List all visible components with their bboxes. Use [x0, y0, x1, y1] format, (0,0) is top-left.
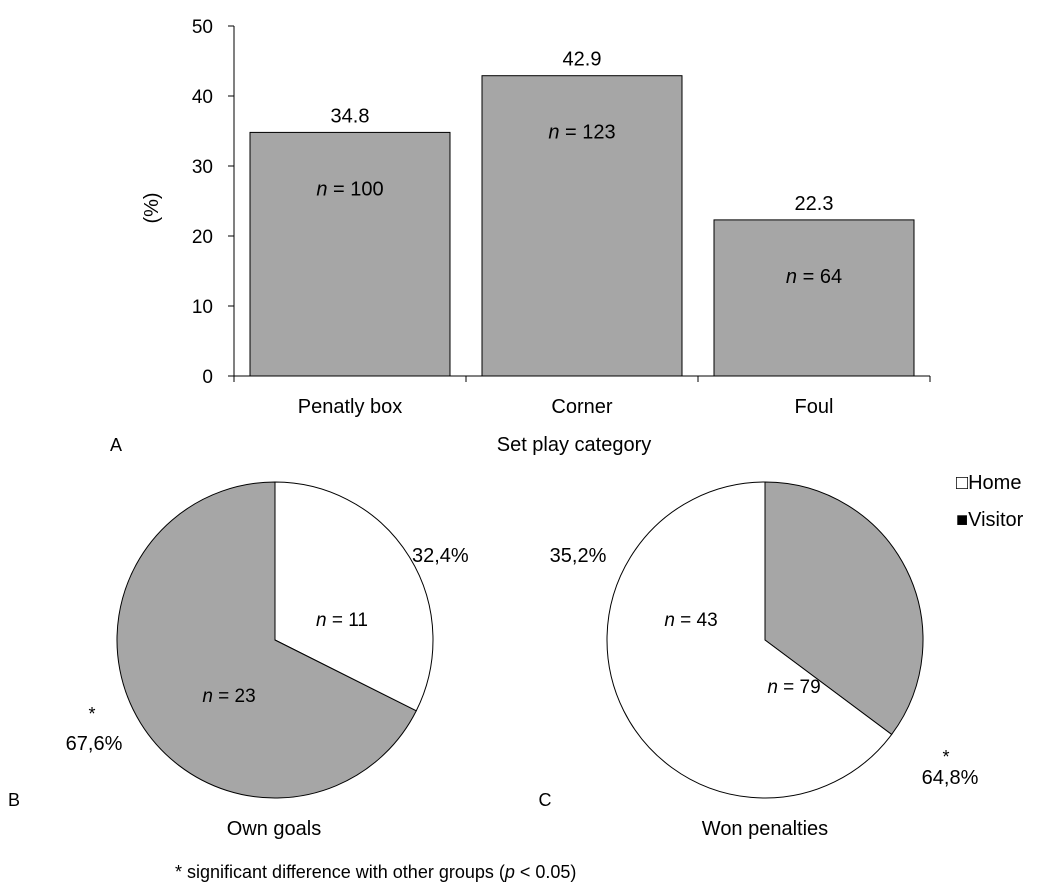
- legend-item-home: □Home: [956, 472, 1021, 494]
- footnote-star: *: [175, 862, 182, 882]
- bar-n-label: n = 100: [316, 178, 383, 200]
- pie-n-eq: =: [327, 610, 349, 631]
- bar-n-symbol: n: [316, 178, 327, 200]
- y-axis-label: (%): [141, 192, 163, 223]
- y-tick-label: 20: [192, 227, 213, 248]
- pie-n-eq: =: [213, 686, 235, 707]
- legend-marker-home: □: [956, 472, 968, 494]
- pie-n-value: 23: [235, 686, 256, 707]
- pie-won-penalties: n = 79 64,8%* n = 43 35,2%: [550, 481, 979, 799]
- bar-n-value: 64: [820, 266, 842, 288]
- pie-title-own-goals: Own goals: [227, 818, 322, 840]
- pie-n-label: n = 23: [202, 686, 255, 707]
- x-tick-label: Corner: [551, 396, 612, 418]
- bar-n-symbol: n: [548, 122, 559, 144]
- footnote-text: significant difference with other groups…: [182, 862, 505, 882]
- pie-n-symbol: n: [202, 686, 213, 707]
- pie-percent-label: 32,4%: [412, 545, 469, 567]
- pie-n-symbol: n: [767, 677, 778, 698]
- pie-slice-home: [274, 481, 434, 712]
- pie-n-symbol: n: [664, 610, 675, 631]
- y-ticks: 0 10 20 30 40 50: [192, 17, 234, 388]
- bar-n-value: 100: [350, 178, 383, 200]
- y-tick-label: 50: [192, 17, 213, 38]
- pie-slice-visitor: [764, 481, 924, 736]
- pie-n-value: 11: [348, 610, 368, 631]
- pie-n-symbol: n: [316, 610, 327, 631]
- footnote-p: p: [504, 862, 515, 882]
- bar-n-eq: =: [327, 178, 350, 200]
- legend-item-visitor: ■Visitor: [956, 509, 1024, 531]
- pie-n-value: 79: [800, 677, 821, 698]
- x-tick-label: Foul: [795, 396, 834, 418]
- panel-label-b: B: [8, 790, 20, 810]
- y-tick-label: 10: [192, 297, 213, 318]
- pie-n-label: n = 11: [316, 610, 368, 631]
- x-axis-label: Set play category: [497, 434, 652, 456]
- footnote-tail: < 0.05): [515, 862, 577, 882]
- pie-percent-label: 35,2%: [550, 545, 607, 567]
- pie-percent-label: 67,6%: [66, 733, 123, 755]
- bar-chart: 0 10 20 30 40 50 Penatly box Corner Foul 34.8 n …: [110, 17, 931, 456]
- pie-n-eq: =: [675, 610, 697, 631]
- x-tick-label: Penatly box: [298, 396, 403, 418]
- legend-label-home: Home: [968, 472, 1021, 494]
- bar: [713, 219, 915, 377]
- panel-label-a: A: [110, 435, 122, 455]
- pie-n-value: 43: [697, 610, 718, 631]
- legend: □Home ■Visitor: [956, 472, 1024, 531]
- bar-n-label: n = 64: [786, 266, 842, 288]
- legend-label-visitor: Visitor: [968, 509, 1024, 531]
- significance-star: *: [942, 747, 949, 767]
- panel-label-c: C: [539, 790, 552, 810]
- pie-slice-home: [606, 481, 893, 799]
- bar-value-label: 42.9: [563, 49, 602, 71]
- bar-value-label: 22.3: [795, 193, 834, 215]
- bar-n-eq: =: [797, 266, 820, 288]
- significance-star: *: [88, 704, 95, 724]
- bar: [249, 131, 451, 377]
- y-tick-label: 30: [192, 157, 213, 178]
- bar-n-label: n = 123: [548, 122, 615, 144]
- pie-n-eq: =: [778, 677, 800, 698]
- bar-value-label: 34.8: [331, 105, 370, 127]
- footnote: * significant difference with other grou…: [175, 862, 576, 882]
- legend-marker-visitor: ■: [956, 509, 968, 531]
- x-ticks: Penatly box Corner Foul: [233, 376, 931, 418]
- pie-n-label: n = 79: [767, 677, 820, 698]
- bar-n-value: 123: [582, 122, 615, 144]
- y-tick-label: 40: [192, 87, 213, 108]
- y-tick-label: 0: [202, 367, 213, 388]
- pie-n-label: n = 43: [664, 610, 717, 631]
- bars: 34.8 n = 100 42.9 n = 123 22.3 n = 64: [249, 49, 915, 377]
- pie-own-goals: n = 11 32,4% n = 23 67,6% *: [66, 481, 469, 799]
- pie-percent-label: 64,8%: [922, 767, 979, 789]
- pie-title-won-penalties: Won penalties: [702, 818, 828, 840]
- bar-n-eq: =: [559, 122, 582, 144]
- pie-slice-visitor: [116, 481, 417, 799]
- bar: [481, 75, 683, 377]
- bar-n-symbol: n: [786, 266, 797, 288]
